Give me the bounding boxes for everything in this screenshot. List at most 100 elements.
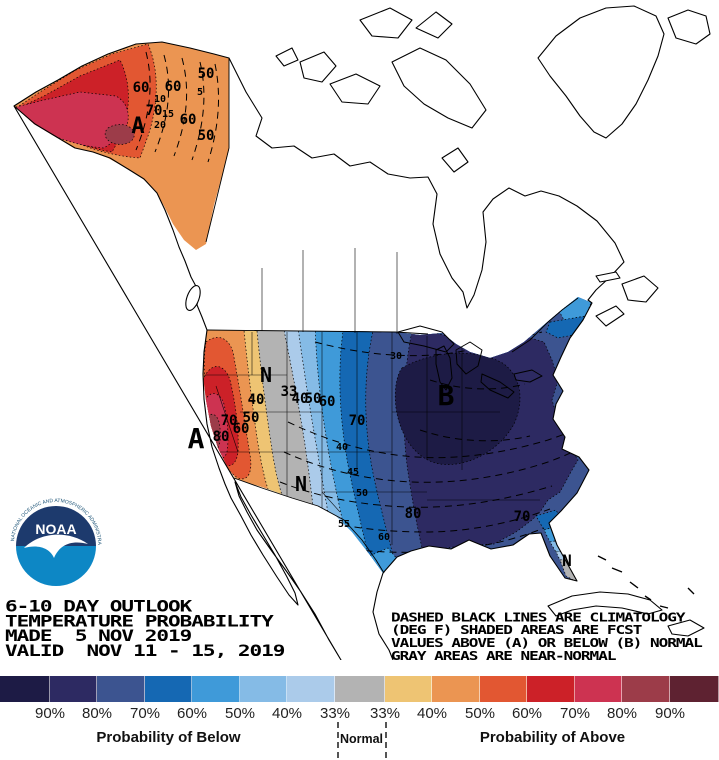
legend-tick-label: 80% <box>81 705 113 722</box>
note-line: (DEG F) SHADED AREAS ARE FCST <box>391 622 642 638</box>
probability-contour-label: 60 <box>180 112 197 128</box>
probability-color-scale <box>0 676 719 702</box>
hispaniola-outline <box>667 619 705 637</box>
legend-segment-below-80-90 <box>50 676 97 702</box>
bahamas-islets <box>597 555 695 609</box>
legend-tick-label: 60% <box>511 705 543 722</box>
legend-tick-label: 70% <box>559 705 591 722</box>
vancouver-island <box>185 285 201 311</box>
climatology-isotherms-alaska <box>135 51 220 163</box>
probability-contour-label: 50 <box>198 128 215 144</box>
alaska-80-spot <box>104 124 135 145</box>
probability-contour-label: 80 <box>405 506 422 522</box>
climatology-label: 15 <box>162 109 174 120</box>
climatology-label: 50 <box>356 488 368 499</box>
region-letter-N: N <box>562 551 572 570</box>
continent-outline <box>13 41 625 660</box>
probability-contour-label: 60 <box>319 394 336 410</box>
climatology-label: 20 <box>154 120 166 131</box>
legend-segment-above-50-60 <box>480 676 527 702</box>
legend-segment-above-33-40 <box>385 676 432 702</box>
probability-contour-label: 40 <box>248 392 265 408</box>
climatology-label: 5 <box>197 87 203 98</box>
legend-tick-label: 33% <box>369 705 401 722</box>
legend-segment-above-70-80 <box>575 676 622 702</box>
legend-tick-label: 60% <box>176 705 208 722</box>
great-lakes <box>397 325 543 399</box>
legend-below-label: Probability of Below <box>96 729 241 746</box>
climatology-label: 45 <box>347 467 359 478</box>
product-title-block: 6-10 DAY OUTLOOK TEMPERATURE PROBABILITY M… <box>5 596 285 660</box>
probability-contour-label: 70 <box>349 413 366 429</box>
note-line: VALUES ABOVE (A) OR BELOW (B) NORMAL <box>391 635 703 651</box>
climatology-label: 40 <box>336 442 348 453</box>
legend-tick-label: 70% <box>129 705 161 722</box>
legend-tick-label: 90% <box>34 705 66 722</box>
northeast-island <box>667 9 711 45</box>
note-line: GRAY AREAS ARE NEAR-NORMAL <box>391 647 616 663</box>
note-line: DASHED BLACK LINES ARE CLIMATOLOGY <box>391 609 686 625</box>
probability-contour-label: 60 <box>233 421 250 437</box>
title-line: MADE 5 NOV 2019 <box>5 626 192 646</box>
legend-segment-above-90-plus <box>670 676 719 702</box>
arctic-islands <box>275 7 487 173</box>
title-line: VALID NOV 11 - 15, 2019 <box>5 641 285 660</box>
climatology-label: 10 <box>154 94 166 105</box>
normal-left-separator <box>337 722 339 758</box>
alaska-shading <box>14 42 229 250</box>
legend-above-label: Probability of Above <box>479 729 626 746</box>
province-borders <box>261 248 398 334</box>
greenland-outline <box>537 5 665 139</box>
legend-normal-label: Normal <box>339 732 384 746</box>
map-notes-block: DASHED BLACK LINES ARE CLIMATOLOGY (DEG F… <box>391 609 703 663</box>
probability-contour-label: 70 <box>514 509 531 525</box>
probability-scale-ticks: 90% 80% 70% 60% 50% 40% 33% 33% 40% 50% 60% 70% 80% 9… <box>0 705 719 723</box>
probability-contour-label: 50 <box>243 410 260 426</box>
us-canada-border <box>206 297 579 353</box>
legend-segment-above-60-70 <box>527 676 575 702</box>
logo-seagull-icon <box>24 534 88 558</box>
probability-contour-label: 80 <box>213 429 230 445</box>
climatology-label: 30 <box>390 351 402 362</box>
legend-segment-below-70-80 <box>97 676 145 702</box>
probability-contour-label: 40 <box>292 391 309 407</box>
legend-tick-label: 40% <box>416 705 448 722</box>
legend-tick-label: 80% <box>606 705 638 722</box>
probability-contour-label: 60 <box>165 79 182 95</box>
alaska-canada-border <box>205 58 230 243</box>
legend-tick-label: 33% <box>319 705 351 722</box>
us-mexico-border <box>233 477 385 574</box>
logo-wordmark: NOAA <box>35 521 76 537</box>
probability-contour-label: 70 <box>146 103 163 119</box>
region-letter-A: A <box>131 114 144 139</box>
region-letter-N: N <box>295 472 307 496</box>
logo-sea <box>16 546 96 586</box>
logo-sky <box>16 506 96 546</box>
legend-tick-label: 90% <box>654 705 686 722</box>
noaa-logo: NATIONAL OCEANIC AND ATMOSPHERIC ADMINIS… <box>4 492 106 594</box>
title-line: TEMPERATURE PROBABILITY <box>5 611 274 631</box>
texas-tip-50 <box>359 547 399 581</box>
legend-tick-label: 40% <box>271 705 303 722</box>
legend-segment-below-40-50 <box>240 676 287 702</box>
legend-segment-near-normal <box>335 676 385 702</box>
title-line: 6-10 DAY OUTLOOK <box>5 596 192 616</box>
legend-segment-above-40-50 <box>432 676 480 702</box>
normal-right-separator <box>385 722 387 758</box>
region-letter-A: A <box>188 422 205 455</box>
probability-contour-label: 60 <box>133 80 150 96</box>
legend-segment-below-60-70 <box>145 676 192 702</box>
region-letter-B: B <box>438 379 455 412</box>
region-letter-N: N <box>260 363 272 387</box>
legend-segment-above-80-90 <box>622 676 670 702</box>
legend-tick-label: 50% <box>224 705 256 722</box>
probability-contour-label: 70 <box>221 413 238 429</box>
legend-segment-below-33-40 <box>287 676 335 702</box>
probability-contour-label: 50 <box>305 391 322 407</box>
probability-contour-label: 33 <box>281 384 298 400</box>
cuba-outline <box>547 591 663 617</box>
coastlines <box>13 5 711 660</box>
state-borders <box>204 332 540 545</box>
